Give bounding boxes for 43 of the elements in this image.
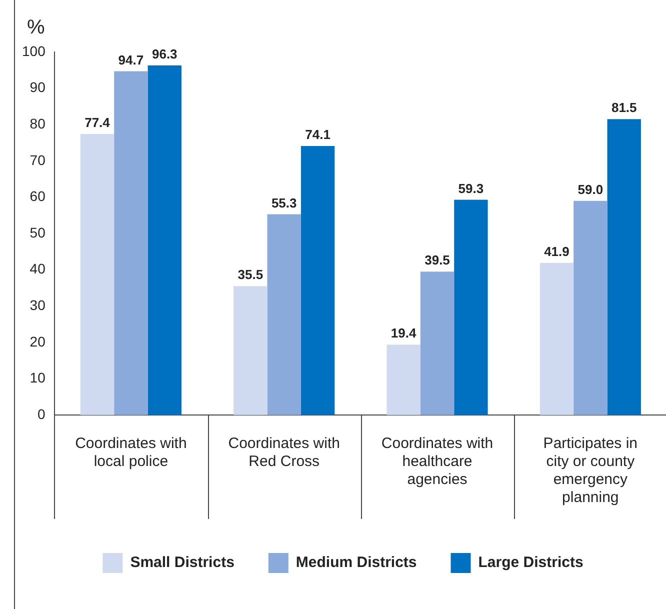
bar: [574, 200, 608, 415]
data-label: 59.3: [458, 180, 484, 196]
y-tick-label: 10: [30, 370, 46, 386]
data-label: 41.9: [544, 244, 570, 259]
y-tick-label: 20: [30, 333, 46, 350]
y-tick-label: 30: [30, 296, 46, 313]
bar: [300, 146, 335, 415]
y-tick-label: 100: [22, 42, 46, 59]
y-tick-label: 0: [38, 406, 46, 422]
y-tick-label: 50: [30, 224, 46, 240]
data-label: 35.5: [238, 267, 264, 282]
legend-label: Large Districts: [478, 554, 584, 572]
bar: [148, 65, 182, 415]
legend-label: Small Districts: [130, 554, 234, 572]
y-axis-title: %: [27, 16, 45, 39]
data-label: 55.3: [271, 195, 297, 210]
data-label: 81.5: [611, 100, 637, 116]
bar: [607, 119, 641, 415]
legend-label: Medium Districts: [296, 554, 417, 572]
y-tick-label: 80: [30, 115, 46, 132]
y-tick-label: 60: [30, 188, 46, 204]
bar: [540, 262, 574, 415]
y-tick-label: 70: [30, 152, 46, 168]
data-label: 77.4: [84, 115, 111, 130]
bar: [420, 272, 454, 415]
x-tick-label: Participates in city or county emergency planning: [543, 435, 638, 506]
bar: [114, 71, 148, 415]
y-tick-label: 40: [30, 260, 46, 277]
data-label: 59.0: [578, 182, 604, 197]
data-label: 39.5: [424, 252, 450, 268]
bar: [80, 134, 114, 415]
bar: [386, 344, 420, 415]
bar: [454, 200, 488, 415]
data-label: 94.7: [118, 52, 144, 68]
x-tick-label: Coordinates with local police: [75, 435, 187, 470]
data-label: 96.3: [152, 46, 178, 62]
x-tick-label: Coordinates with healthcare agencies: [381, 435, 494, 488]
x-tick-label: Coordinates with Red Cross: [228, 435, 340, 470]
bar: [234, 286, 268, 415]
bar: [267, 214, 301, 415]
data-label: 19.4: [390, 326, 417, 341]
y-tick-label: 90: [30, 79, 46, 96]
data-label: 74.1: [305, 127, 330, 142]
